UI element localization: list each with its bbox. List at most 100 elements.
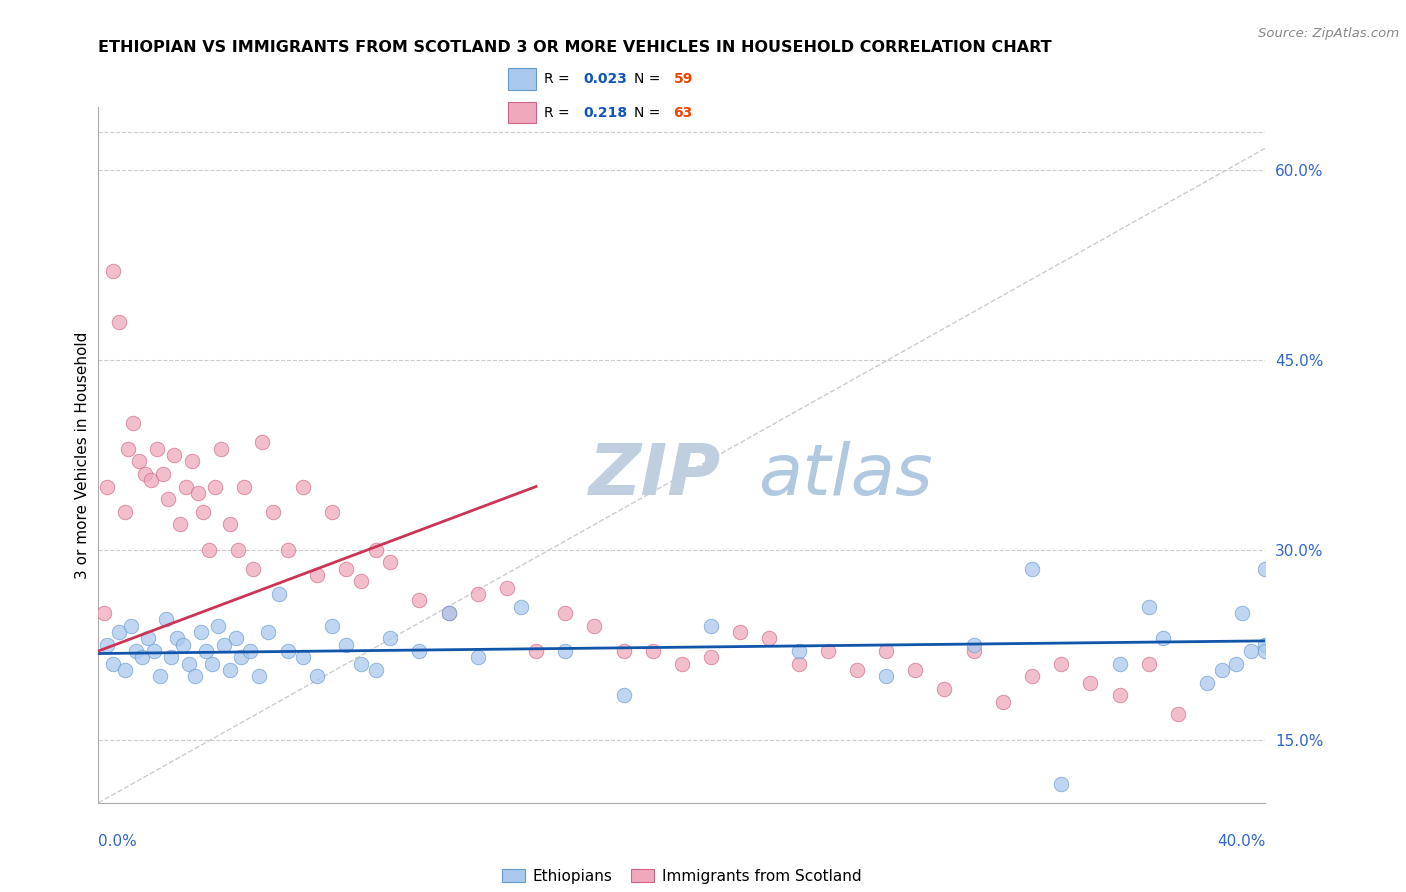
Point [671, 657, 693, 671]
Point [787, 657, 810, 671]
Text: R =: R = [544, 106, 569, 120]
Point [554, 644, 576, 658]
Point [155, 612, 177, 626]
Point [128, 454, 150, 468]
Point [93, 606, 115, 620]
Point [641, 644, 664, 658]
Point [277, 542, 299, 557]
Point [364, 542, 387, 557]
Point [758, 632, 780, 646]
Point [101, 264, 124, 278]
Point [225, 632, 247, 646]
Point [218, 517, 240, 532]
Point [350, 574, 373, 589]
Point [262, 505, 284, 519]
Point [1137, 657, 1160, 671]
Text: atlas: atlas [758, 442, 932, 510]
Point [1152, 632, 1174, 646]
Point [108, 315, 131, 329]
Point [1240, 644, 1263, 658]
Point [193, 505, 215, 519]
Point [1167, 707, 1189, 722]
Point [1137, 599, 1160, 614]
Point [239, 644, 262, 658]
Point [177, 657, 200, 671]
Point [408, 644, 430, 658]
Point [495, 581, 517, 595]
Point [1108, 688, 1130, 702]
Point [1021, 562, 1043, 576]
Point [163, 448, 186, 462]
Text: N =: N = [634, 106, 661, 120]
Point [134, 467, 156, 481]
Point [467, 650, 489, 665]
Point [1254, 638, 1277, 652]
Point [195, 644, 218, 658]
Point [247, 669, 270, 683]
Point [875, 644, 897, 658]
Point [467, 587, 489, 601]
Point [228, 542, 250, 557]
Point [1211, 663, 1233, 677]
Point [991, 695, 1014, 709]
Point [125, 644, 148, 658]
Point [1230, 606, 1253, 620]
Point [437, 606, 460, 620]
Point [730, 625, 752, 640]
Point [1225, 657, 1247, 671]
Text: N =: N = [634, 72, 661, 86]
Point [122, 417, 145, 431]
Text: ETHIOPIAN VS IMMIGRANTS FROM SCOTLAND 3 OR MORE VEHICLES IN HOUSEHOLD CORRELATIO: ETHIOPIAN VS IMMIGRANTS FROM SCOTLAND 3 … [98, 40, 1052, 55]
Point [524, 644, 547, 658]
Point [612, 644, 634, 658]
Point [142, 644, 165, 658]
Point [1080, 675, 1102, 690]
Point [101, 657, 124, 671]
Text: 0.023: 0.023 [583, 72, 627, 86]
Point [787, 644, 810, 658]
Point [378, 556, 402, 570]
Point [218, 663, 240, 677]
Point [1021, 669, 1043, 683]
Point [198, 542, 221, 557]
Point [1254, 562, 1277, 576]
Point [120, 618, 142, 632]
Text: 0.0%: 0.0% [98, 834, 138, 849]
Text: R =: R = [544, 72, 569, 86]
Point [700, 618, 723, 632]
Point [204, 479, 226, 493]
Point [187, 486, 209, 500]
Point [1050, 777, 1073, 791]
Text: 0.218: 0.218 [583, 106, 627, 120]
Point [335, 562, 357, 576]
Point [166, 632, 188, 646]
Point [146, 442, 169, 456]
Point [510, 599, 533, 614]
Point [114, 505, 136, 519]
Point [875, 669, 897, 683]
Point [277, 644, 299, 658]
Point [291, 479, 314, 493]
Point [212, 638, 235, 652]
Point [108, 625, 131, 640]
Point [378, 632, 402, 646]
Point [114, 663, 136, 677]
Point [209, 442, 232, 456]
Point [96, 479, 118, 493]
Point [700, 650, 723, 665]
Point [291, 650, 314, 665]
Point [408, 593, 430, 607]
Bar [508, 103, 536, 123]
Point [350, 657, 373, 671]
Text: 59: 59 [673, 72, 693, 86]
Point [117, 442, 139, 456]
Point [256, 625, 278, 640]
Point [845, 663, 868, 677]
Point [174, 479, 197, 493]
Point [172, 638, 194, 652]
Point [139, 473, 162, 487]
Point [96, 638, 118, 652]
Text: Source: ZipAtlas.com: Source: ZipAtlas.com [1258, 27, 1399, 40]
Text: ZIP: ZIP [589, 442, 721, 510]
Point [136, 632, 159, 646]
